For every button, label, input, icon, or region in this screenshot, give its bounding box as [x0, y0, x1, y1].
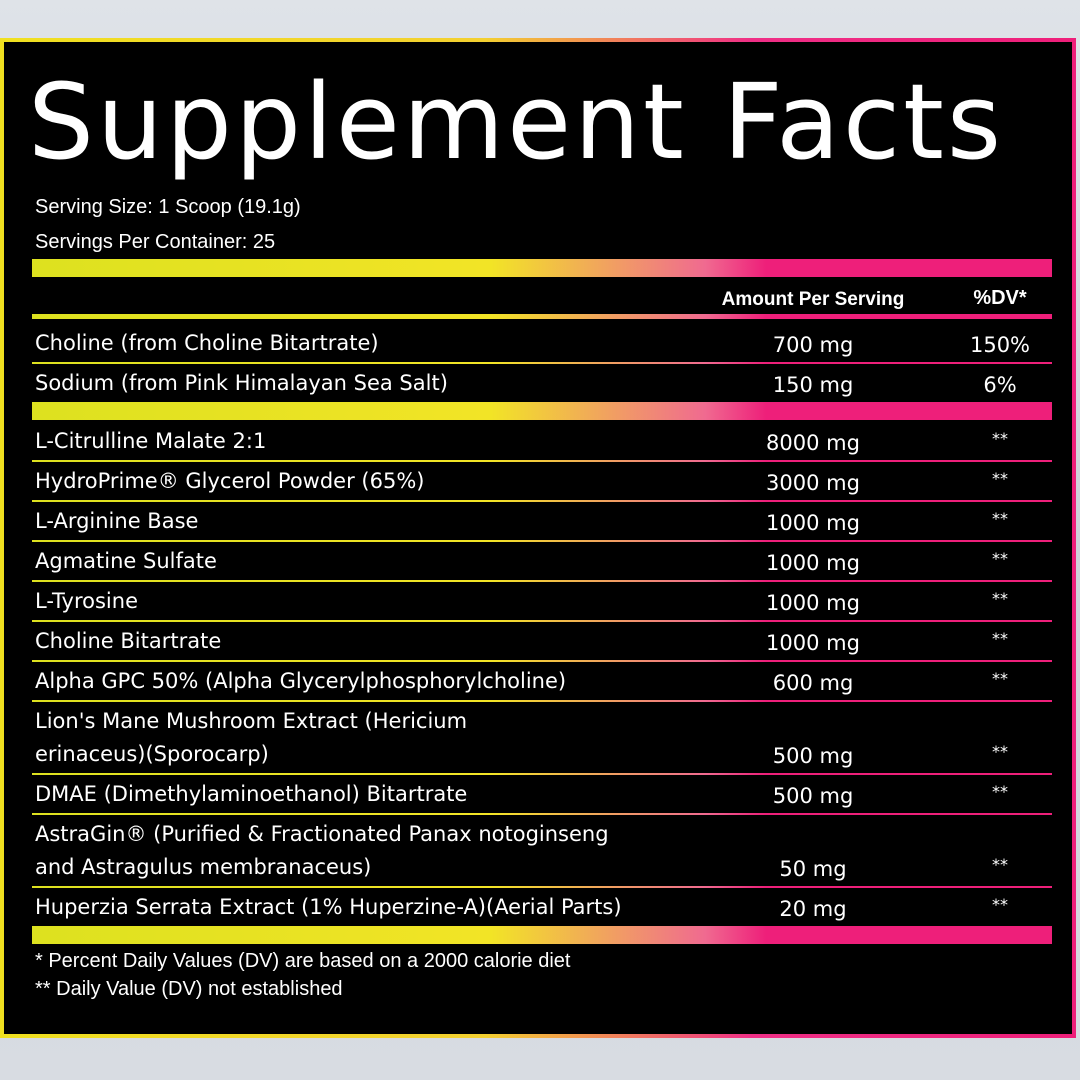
- footnote: * Percent Daily Values (DV) are based on…: [35, 950, 571, 972]
- ingredient-name: L-Arginine Base: [35, 509, 199, 533]
- amount: 700 mg: [772, 333, 854, 357]
- divider-line: [32, 314, 1052, 319]
- ingredient-name: Choline Bitartrate: [35, 629, 222, 653]
- daily-value: **: [992, 895, 1008, 914]
- amount: 1000 mg: [766, 511, 860, 535]
- ingredient-name: erinaceus)(Sporocarp): [35, 742, 269, 766]
- amount: 3000 mg: [766, 471, 860, 495]
- ingredient-name: Choline (from Choline Bitartrate): [35, 331, 379, 355]
- ingredient-name: Sodium (from Pink Himalayan Sea Salt): [35, 371, 448, 395]
- row-divider: [32, 886, 1052, 888]
- row-divider: [32, 813, 1052, 815]
- servings-per-container: Servings Per Container: 25: [35, 231, 276, 253]
- daily-value: **: [992, 629, 1008, 648]
- daily-value: **: [992, 429, 1008, 448]
- daily-value: 6%: [983, 373, 1017, 397]
- daily-value: **: [992, 742, 1008, 761]
- daily-value: **: [992, 669, 1008, 688]
- daily-value: **: [992, 782, 1008, 801]
- amount: 20 mg: [779, 897, 847, 921]
- amount: 500 mg: [772, 784, 854, 808]
- amount: 1000 mg: [766, 551, 860, 575]
- amount: 150 mg: [772, 373, 854, 397]
- ingredient-name: Agmatine Sulfate: [35, 549, 217, 573]
- ingredient-name: AstraGin® (Purified & Fractionated Panax…: [35, 822, 609, 846]
- amount: 600 mg: [772, 671, 854, 695]
- daily-value: **: [992, 855, 1008, 874]
- footnote: ** Daily Value (DV) not established: [35, 978, 343, 1000]
- title: Supplement Facts: [28, 61, 1005, 183]
- ingredient-name: HydroPrime® Glycerol Powder (65%): [35, 469, 425, 493]
- daily-value: **: [992, 469, 1008, 488]
- ingredient-name: Alpha GPC 50% (Alpha Glycerylphosphorylc…: [35, 669, 567, 693]
- row-divider: [32, 500, 1052, 502]
- ingredient-name: Lion's Mane Mushroom Extract (Hericium: [35, 709, 468, 733]
- ingredient-name: L-Citrulline Malate 2:1: [35, 429, 267, 453]
- serving-size: Serving Size: 1 Scoop (19.1g): [35, 196, 301, 218]
- row-divider: [32, 773, 1052, 775]
- amount: 1000 mg: [766, 591, 860, 615]
- ingredient-name: L-Tyrosine: [35, 589, 138, 613]
- facts-panel: Supplement Facts Serving Size: 1 Scoop (…: [0, 38, 1076, 1038]
- amount: 50 mg: [779, 857, 847, 881]
- daily-value: **: [992, 509, 1008, 528]
- row-divider: [32, 362, 1052, 364]
- row-divider: [32, 540, 1052, 542]
- amount: 8000 mg: [766, 431, 860, 455]
- daily-value: **: [992, 549, 1008, 568]
- daily-value: **: [992, 589, 1008, 608]
- row-divider: [32, 700, 1052, 702]
- row-divider: [32, 660, 1052, 662]
- row-divider: [32, 580, 1052, 582]
- row-divider: [32, 620, 1052, 622]
- ingredient-name: Huperzia Serrata Extract (1% Huperzine-A…: [35, 895, 622, 919]
- divider-bar: [32, 259, 1052, 277]
- daily-value: 150%: [969, 333, 1031, 357]
- ingredient-name: DMAE (Dimethylaminoethanol) Bitartrate: [35, 782, 468, 806]
- amount: 500 mg: [772, 744, 854, 768]
- divider-bar: [32, 402, 1052, 420]
- row-divider: [32, 460, 1052, 462]
- ingredient-name: and Astragulus membranaceus): [35, 855, 372, 879]
- amount-header: Amount Per Serving: [721, 289, 905, 310]
- amount: 1000 mg: [766, 631, 860, 655]
- dv-header: %DV*: [973, 287, 1027, 309]
- divider-bar: [32, 926, 1052, 944]
